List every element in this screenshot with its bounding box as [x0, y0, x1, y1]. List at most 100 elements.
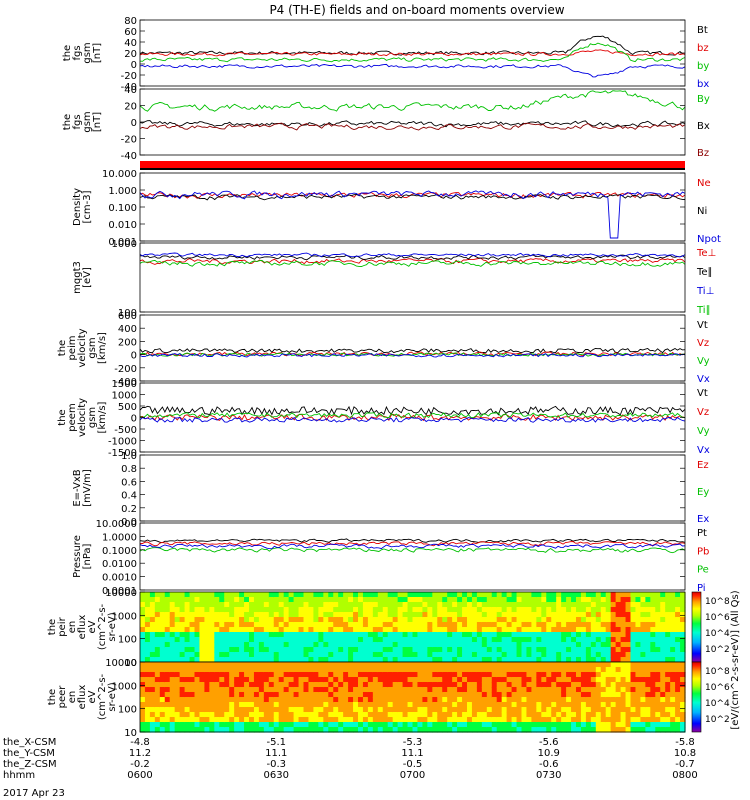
spectrogram-cell	[323, 672, 329, 678]
spectrogram-cell	[377, 617, 384, 623]
spectrogram-cell	[144, 617, 151, 623]
spectrogram-cell	[660, 697, 666, 703]
spectrogram-cell	[546, 677, 552, 683]
spectrogram-cell	[377, 607, 384, 613]
spectrogram-cell	[298, 647, 305, 653]
spectrogram-cell	[615, 592, 622, 598]
spectrogram-cell	[650, 712, 656, 718]
spectrogram-cell	[551, 707, 557, 713]
spectrogram-cell	[313, 707, 319, 713]
spectrogram-cell	[457, 652, 463, 658]
spectrogram-cell	[367, 677, 374, 683]
spectrogram-cell	[645, 597, 651, 603]
spectrogram-cell	[239, 642, 245, 648]
spectrogram-cell	[501, 617, 508, 623]
spectrogram-cell	[149, 692, 156, 698]
spectrogram-cell	[457, 657, 463, 663]
spectrogram-cell	[392, 727, 399, 733]
spectrogram-cell	[665, 627, 671, 633]
spectrogram-cell	[348, 617, 354, 623]
y-tick-label: -500	[114, 425, 137, 436]
spectrogram-cell	[159, 637, 166, 643]
spectrogram-cell	[209, 722, 215, 728]
spectrogram-cell	[189, 697, 196, 703]
spectrogram-cell	[293, 617, 300, 623]
spectrogram-cell	[447, 637, 453, 643]
spectrogram-cell	[204, 697, 210, 703]
spectrogram-cell	[343, 642, 349, 648]
spectrogram-cell	[159, 692, 166, 698]
spectrogram-cell	[372, 627, 379, 633]
spectrogram-cell	[169, 622, 176, 628]
spectrogram-cell	[234, 647, 240, 653]
spectrogram-cell	[323, 667, 329, 673]
spectrogram-cell	[541, 602, 547, 608]
spectrogram-cell	[536, 632, 542, 638]
spectrogram-cell	[580, 677, 587, 683]
spectrogram-cell	[278, 627, 285, 633]
spectrogram-cell	[462, 627, 468, 633]
spectrogram-cell	[249, 637, 255, 643]
spectrogram-cell	[333, 702, 339, 708]
spectrogram-cell	[372, 662, 379, 668]
spectrogram-cell	[253, 692, 260, 698]
spectrogram-cell	[293, 632, 300, 638]
spectrogram-cell	[154, 637, 161, 643]
spectrogram-cell	[630, 722, 637, 728]
spectrogram-cell	[610, 727, 617, 733]
spectrogram-cell	[214, 687, 220, 693]
spectrogram-cell	[467, 642, 473, 648]
spectrogram-cell	[338, 727, 344, 733]
spectrogram-cell	[377, 627, 384, 633]
spectrogram-cell	[491, 617, 498, 623]
spectrogram-cell	[580, 597, 587, 603]
y-tick-label: 0	[131, 60, 137, 71]
spectrogram-cell	[283, 652, 290, 658]
spectrogram-cell	[566, 632, 572, 638]
spectrogram-cell	[353, 707, 359, 713]
spectrogram-cell	[551, 692, 557, 698]
spectrogram-cell	[576, 612, 582, 618]
spectrogram-cell	[566, 682, 572, 688]
spectrogram-cell	[179, 667, 186, 673]
spectrogram-cell	[580, 697, 587, 703]
spectrogram-cell	[467, 652, 473, 658]
y-axis-label: Density	[72, 188, 83, 226]
spectrogram-cell	[516, 652, 523, 658]
spectrogram-cell	[169, 612, 176, 618]
spectrogram-cell	[333, 602, 339, 608]
spectrogram-cell	[496, 597, 503, 603]
spectrogram-cell	[467, 687, 473, 693]
spectrogram-cell	[288, 677, 295, 683]
spectrogram-cell	[675, 687, 681, 693]
spectrogram-cell	[680, 627, 686, 633]
spectrogram-cell	[303, 607, 310, 613]
spectrogram-cell	[164, 637, 171, 643]
spectrogram-cell	[283, 682, 290, 688]
spectrogram-cell	[516, 602, 523, 608]
spectrogram-cell	[293, 722, 300, 728]
spectrogram-cell	[214, 592, 220, 598]
spectrogram-cell	[303, 597, 310, 603]
spectrogram-cell	[189, 672, 196, 678]
spectrogram-cell	[660, 677, 666, 683]
spectrogram-cell	[224, 602, 230, 608]
spectrogram-cell	[531, 697, 537, 703]
spectrogram-cell	[189, 702, 196, 708]
spectrogram-cell	[551, 662, 557, 668]
spectrogram-cell	[209, 597, 215, 603]
spectrogram-cell	[318, 607, 324, 613]
spectrogram-cell	[348, 627, 354, 633]
spectrogram-cell	[189, 717, 196, 723]
spectrogram-cell	[249, 647, 255, 653]
spectrogram-cell	[204, 717, 210, 723]
spectrogram-cell	[467, 712, 473, 718]
spectrogram-cell	[253, 702, 260, 708]
series-fgs_gsm2-Bz	[139, 122, 686, 131]
spectrogram-cell	[392, 592, 399, 598]
spectrogram-cell	[343, 697, 349, 703]
spectrogram-cell	[486, 712, 493, 718]
y-axis-label: the	[62, 45, 73, 61]
spectrogram-cell	[224, 717, 230, 723]
spectrogram-cell	[308, 612, 314, 618]
